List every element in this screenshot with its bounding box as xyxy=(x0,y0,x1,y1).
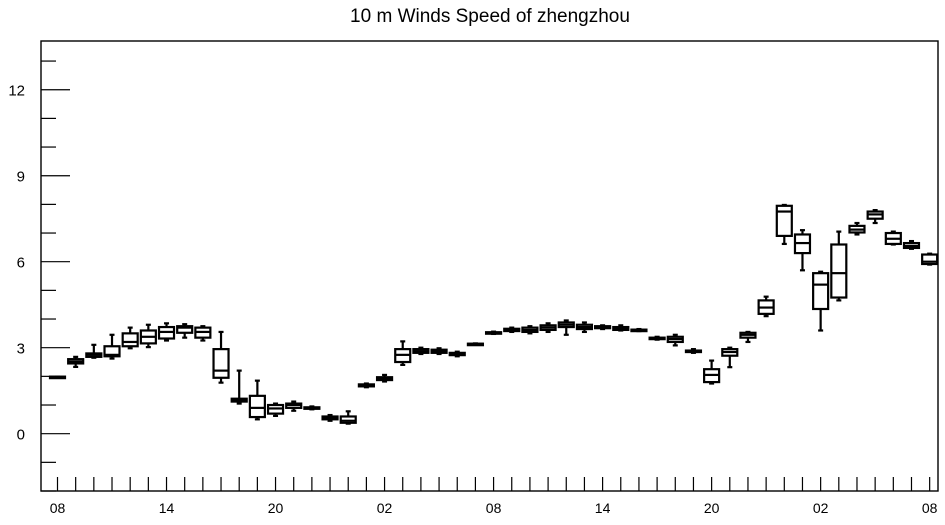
y-tick-label: 0 xyxy=(17,427,25,444)
y-tick-label: 9 xyxy=(17,169,25,186)
x-tick-label: 20 xyxy=(268,500,284,516)
box-item xyxy=(285,400,303,412)
box-body xyxy=(830,243,848,299)
box-item xyxy=(866,209,884,225)
box-item xyxy=(194,325,212,342)
box-item xyxy=(339,410,357,425)
box-item xyxy=(684,348,703,354)
box-item xyxy=(357,382,375,389)
box-item xyxy=(757,295,775,318)
box-item xyxy=(775,203,793,246)
box-item xyxy=(557,319,575,336)
box-item xyxy=(394,340,412,366)
box-item xyxy=(830,230,848,302)
x-tick-label: 02 xyxy=(813,500,829,516)
box-item xyxy=(266,402,285,418)
box-item xyxy=(139,323,157,349)
box-item xyxy=(412,346,430,356)
box-item xyxy=(466,342,485,347)
x-tick-label: 20 xyxy=(704,500,720,516)
box-item xyxy=(212,330,230,384)
chart-title: 10 m Winds Speed of zhengzhou xyxy=(350,6,630,27)
box-item xyxy=(230,369,248,405)
box-item xyxy=(48,375,67,380)
box-item xyxy=(157,322,176,342)
box-item xyxy=(648,335,666,341)
box-item xyxy=(812,270,830,332)
box-item xyxy=(103,333,121,360)
box-body xyxy=(103,345,121,358)
box-item xyxy=(539,322,557,334)
box-item xyxy=(303,405,321,411)
box-item xyxy=(630,327,648,333)
box-body xyxy=(248,394,266,419)
box-item xyxy=(503,326,521,334)
y-axis: 0 3 6 9 12 xyxy=(8,60,70,492)
box-item xyxy=(521,325,539,335)
box-body xyxy=(812,272,830,311)
box-item xyxy=(176,323,194,339)
box-item xyxy=(248,379,266,421)
box-item xyxy=(593,324,612,331)
box-body xyxy=(339,415,357,424)
box-item xyxy=(612,324,630,332)
box-item xyxy=(848,221,866,236)
box-body xyxy=(176,325,194,334)
box-item xyxy=(375,373,394,383)
box-item xyxy=(575,321,594,334)
x-tick-label: 02 xyxy=(377,500,393,516)
plot-area-frame xyxy=(40,40,939,492)
box-item xyxy=(739,330,757,344)
box-item xyxy=(793,229,812,272)
box-item xyxy=(85,343,103,359)
box-series xyxy=(48,203,939,425)
y-tick-label: 3 xyxy=(17,341,25,358)
box-item xyxy=(721,346,739,369)
x-tick-label: 08 xyxy=(922,500,938,516)
box-item xyxy=(902,239,921,250)
x-tick-label: 08 xyxy=(50,500,66,516)
box-item xyxy=(121,326,139,350)
y-tick-label: 12 xyxy=(8,83,25,100)
box-item xyxy=(430,347,448,356)
box-item xyxy=(703,359,721,385)
x-axis: 08 14 20 02 08 14 20 02 08 xyxy=(50,477,938,516)
box-item xyxy=(321,413,339,422)
box-item xyxy=(884,230,902,246)
box-body xyxy=(121,332,139,348)
box-item xyxy=(448,350,466,358)
x-tick-label: 14 xyxy=(595,500,611,516)
box-item xyxy=(666,333,684,347)
box-body xyxy=(775,204,793,238)
box-item xyxy=(484,330,503,336)
box-item xyxy=(921,252,939,266)
y-tick-label: 6 xyxy=(17,255,25,272)
box-body xyxy=(921,253,939,266)
box-body xyxy=(212,348,230,379)
x-tick-label: 14 xyxy=(159,500,175,516)
box-item xyxy=(67,355,85,368)
x-tick-label: 08 xyxy=(486,500,502,516)
